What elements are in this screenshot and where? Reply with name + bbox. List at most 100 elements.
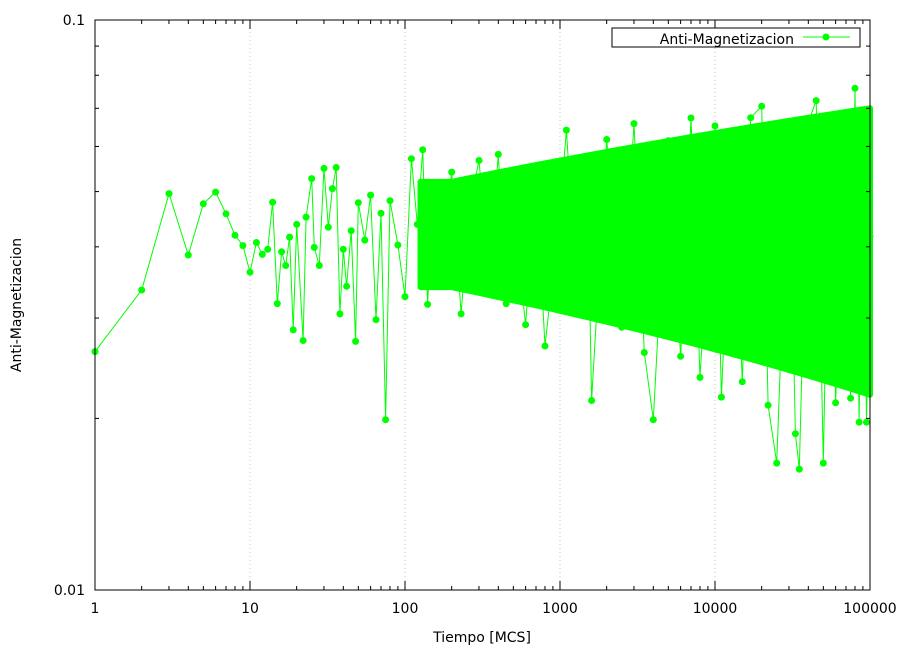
data-point <box>320 164 328 172</box>
data-point <box>273 300 281 308</box>
data-point <box>222 210 230 218</box>
data-point <box>286 233 294 241</box>
legend: Anti-Magnetizacion <box>611 27 861 48</box>
data-point <box>785 127 793 135</box>
data-point <box>258 250 266 258</box>
data-point <box>282 262 290 269</box>
data-point <box>711 122 719 130</box>
data-point <box>747 114 755 122</box>
data-point <box>502 300 510 308</box>
y-axis-label: Anti-Magnetizacion <box>9 238 25 372</box>
data-point <box>419 146 427 154</box>
data-point <box>199 200 207 208</box>
data-point <box>574 305 582 313</box>
data-point <box>562 126 570 134</box>
data-point <box>336 310 344 318</box>
data-point <box>264 245 272 253</box>
data-point <box>738 378 746 386</box>
y-tick-label: 0.1 <box>63 13 85 29</box>
data-point <box>475 157 483 164</box>
data-point <box>293 220 301 228</box>
data-point <box>847 394 855 402</box>
data-point <box>315 262 323 269</box>
data-point <box>618 323 626 331</box>
data-point <box>367 191 375 199</box>
data-point <box>428 199 436 207</box>
data-point <box>184 251 192 259</box>
data-point <box>859 108 867 116</box>
data-point <box>826 114 834 122</box>
data-point <box>687 114 695 122</box>
data-point <box>413 220 421 228</box>
data-point <box>448 168 456 176</box>
data-point <box>361 236 369 244</box>
data-point <box>764 401 772 409</box>
data-point <box>758 102 766 110</box>
data-point <box>299 337 307 344</box>
data-point <box>324 223 332 231</box>
data-point <box>246 268 254 276</box>
data-point <box>339 245 347 253</box>
plot-area-frame <box>94 19 871 591</box>
data-point <box>138 286 146 294</box>
data-point <box>394 241 402 249</box>
data-point <box>354 199 362 207</box>
data-point <box>485 275 493 282</box>
data-point <box>649 416 657 424</box>
data-point <box>588 397 596 404</box>
legend-box <box>611 27 861 48</box>
data-point <box>556 205 564 213</box>
data-point <box>851 84 859 92</box>
data-point <box>310 243 318 251</box>
data-point <box>289 326 297 334</box>
data-point <box>855 418 863 426</box>
data-point <box>819 459 827 467</box>
y-tick-label: 0.01 <box>54 583 85 599</box>
data-point <box>863 418 870 426</box>
data-point <box>212 188 220 196</box>
data-point <box>717 393 725 401</box>
data-point <box>377 209 385 217</box>
x-tick-label: 100 <box>392 601 419 617</box>
data-point <box>231 231 239 239</box>
data-point <box>630 120 638 128</box>
x-tick-label: 10000 <box>693 601 738 617</box>
data-point <box>832 399 840 407</box>
series-layer <box>91 84 874 473</box>
legend-marker-sample <box>822 33 830 41</box>
data-point <box>343 282 351 290</box>
data-point <box>328 185 336 193</box>
legend-entry-label: Anti-Magnetizacion <box>660 32 794 48</box>
data-point <box>302 213 310 221</box>
data-point <box>795 465 803 473</box>
data-point <box>804 119 812 126</box>
data-point <box>269 198 277 206</box>
x-tick-label: 10 <box>241 601 259 617</box>
data-point <box>729 133 737 141</box>
data-point <box>522 321 530 329</box>
data-point <box>773 459 781 467</box>
data-point <box>352 337 360 345</box>
data-point <box>165 190 173 198</box>
data-point <box>812 97 820 105</box>
data-point <box>401 293 409 301</box>
data-point <box>382 416 390 424</box>
data-point <box>532 175 540 183</box>
data-point <box>372 316 380 324</box>
x-axis-label: Tiempo [MCS] <box>432 630 531 646</box>
data-point <box>664 137 672 145</box>
data-point <box>437 255 445 263</box>
data-point <box>696 373 704 381</box>
data-point <box>842 123 850 131</box>
data-point <box>541 342 549 350</box>
data-point <box>640 349 648 356</box>
x-tick-label: 1 <box>91 601 100 617</box>
data-point <box>603 136 611 143</box>
data-point <box>407 155 415 163</box>
data-point <box>332 164 340 171</box>
data-point <box>252 239 260 246</box>
data-point <box>494 150 502 158</box>
data-point <box>677 352 685 360</box>
x-tick-label: 100000 <box>843 601 896 617</box>
